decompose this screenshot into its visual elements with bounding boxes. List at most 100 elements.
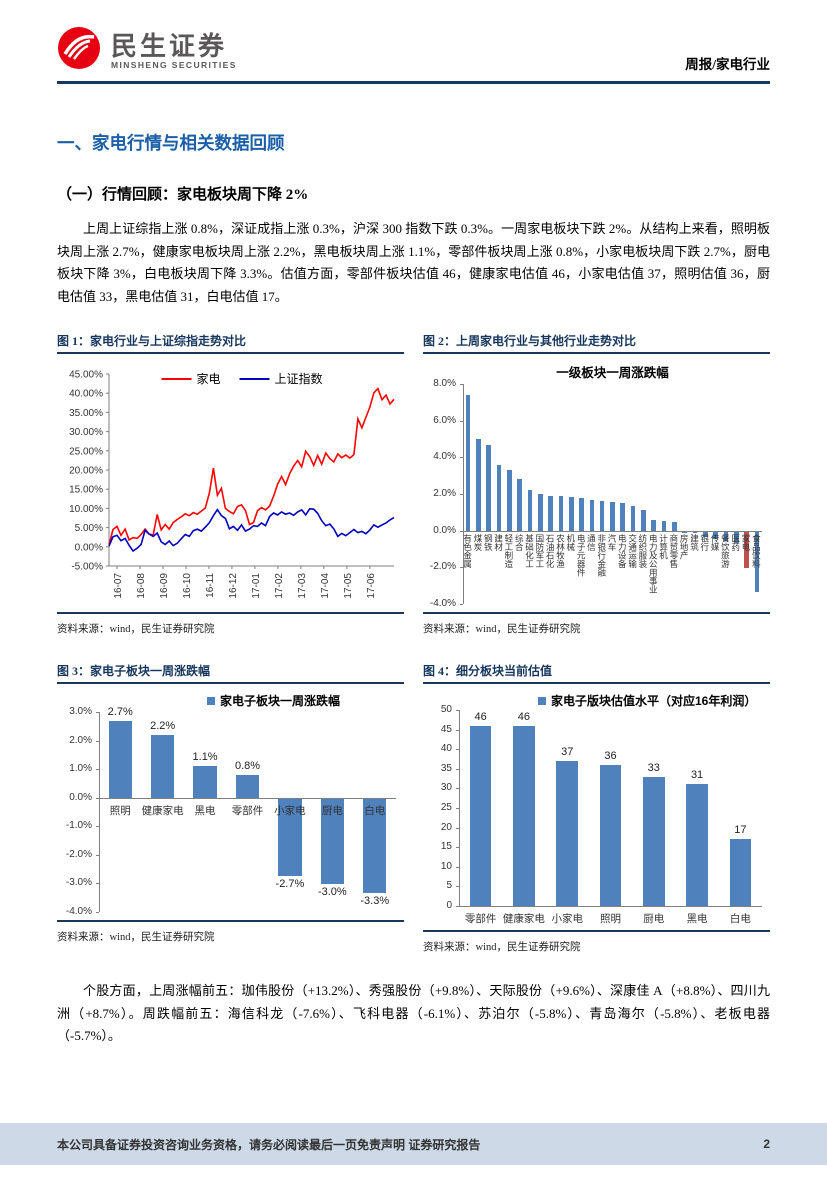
svg-text:35.00%: 35.00% (69, 408, 103, 419)
bar-农林牧渔 (558, 495, 564, 531)
y-tick-label: 2.0% (433, 488, 456, 499)
category-label: 白电 (364, 804, 386, 817)
y-tick-mark (456, 808, 459, 809)
category-label: 食品饮料 (751, 533, 762, 568)
header-divider (57, 81, 770, 84)
y-tick-label: 10 (440, 860, 452, 872)
category-label: 石油石化 (545, 533, 556, 568)
y-tick-mark (460, 420, 463, 422)
category-label: 银行 (699, 533, 710, 551)
svg-text:17-02: 17-02 (274, 573, 285, 599)
bar-综合 (517, 479, 522, 531)
category-label: 餐饮旅游 (720, 533, 731, 568)
y-tick-mark (456, 847, 459, 849)
figure-1-source: 资料来源：wind，民生证券研究院 (57, 624, 215, 635)
svg-text:16-07: 16-07 (113, 573, 124, 599)
bar-银行 (702, 531, 708, 538)
data-label: -3.0% (317, 886, 347, 899)
figure-3: 图 3：家电子板块一周涨跌幅 -4.0% -3.0% -2.0% -1.0% 0.0% 1… (57, 662, 404, 954)
category-label: 通信 (586, 533, 597, 551)
y-tick-label: -2.0% (429, 561, 456, 573)
x-axis (459, 906, 762, 907)
category-label: 农林牧渔 (555, 533, 566, 568)
y-tick-label: 30 (440, 782, 452, 794)
bar-纺织服装 (641, 509, 646, 531)
bar-chart-subsector-valuation: 0 5 10 15 20 25 30 35 40 45 50 46 零部件 46 健康家电 37 小家电 36 照明… (423, 690, 770, 930)
y-tick-mark (96, 740, 99, 742)
category-label: 零部件 (464, 913, 497, 925)
figure-grid: 图 1：家电行业与上证综指走势对比 -5.00% 0.00% 5.00% 10.00%… (57, 332, 770, 954)
bar-食品饮料 (754, 531, 760, 593)
chart-title: 一级板块一周涨跌幅 (556, 366, 669, 380)
category-label: 厨电 (321, 804, 343, 817)
category-label: 基础化工 (524, 533, 535, 568)
line-chart-appliance-vs-index: -5.00% 0.00% 5.00% 10.00% 15.00% 20.00% 25.00%… (57, 360, 404, 612)
svg-text:45.00%: 45.00% (69, 370, 103, 381)
figure-1-caption: 图 1：家电行业与上证综指走势对比 (57, 332, 404, 354)
category-label: 家电 (741, 533, 752, 551)
figure-2-caption: 图 2：上周家电行业与其他行业走势对比 (423, 332, 770, 354)
category-label: 照明 (599, 913, 621, 925)
bar-商贸零售 (672, 522, 677, 531)
y-axis (459, 710, 460, 906)
svg-text:家电: 家电 (197, 371, 221, 386)
svg-text:上证指数: 上证指数 (275, 371, 323, 386)
y-tick-mark (460, 567, 463, 569)
category-label: 电力设备 (617, 533, 628, 568)
y-tick-label: 35 (440, 762, 452, 774)
y-tick-label: -1.0% (65, 820, 92, 832)
figure-3-body: -4.0% -3.0% -2.0% -1.0% 0.0% 1.0% 2.0% 3.0% 2.7%… (57, 684, 404, 922)
svg-text:0.00%: 0.00% (75, 542, 103, 553)
y-tick-mark (456, 866, 459, 868)
svg-text:16-11: 16-11 (205, 573, 216, 598)
category-label: 有色金属 (462, 533, 473, 568)
data-label: -2.7% (275, 877, 305, 890)
figure-2-source: 资料来源：wind，民生证券研究院 (423, 624, 581, 635)
chart-legend: 家电子版块估值水平（对应16年利润） (538, 692, 756, 709)
svg-text:16-10: 16-10 (182, 573, 193, 599)
category-label: 商贸零售 (668, 533, 679, 568)
brand-name-cn: 民生证券 (111, 30, 228, 61)
bar-零部件 (235, 774, 260, 798)
footer-disclaimer: 本公司具备证券投资咨询业务资格，请务必阅读最后一页免责声明 证券研究报告 (57, 1137, 481, 1152)
y-tick-label: 45 (440, 723, 452, 735)
svg-text:25.00%: 25.00% (69, 446, 103, 457)
category-label: 机械 (565, 533, 576, 551)
y-tick-label: 6.0% (433, 414, 456, 426)
y-axis (99, 712, 100, 912)
bar-建筑 (692, 531, 698, 534)
y-tick-mark (96, 883, 99, 885)
y-tick-mark (460, 604, 463, 605)
figure-4-source: 资料来源：wind，民生证券研究院 (423, 942, 581, 953)
y-tick-mark (96, 912, 99, 913)
category-label: 黑电 (686, 913, 708, 925)
y-tick-mark (96, 854, 99, 856)
category-label: 综合 (514, 533, 525, 551)
y-tick-label: 1.0% (69, 763, 92, 775)
y-tick-label: 0.0% (69, 791, 92, 803)
figure-2: 图 2：上周家电行业与其他行业走势对比 -4.0% -2.0% 0.0% 2.0% 4.… (423, 332, 770, 636)
svg-text:-5.00%: -5.00% (71, 562, 103, 573)
brand-block: 民生证券 MINSHENG SECURITIES (57, 26, 237, 75)
legend-swatch (207, 697, 215, 705)
bar-健康家电 (513, 725, 535, 906)
category-label: 轻工制造 (503, 533, 514, 568)
bar-电力设备 (620, 503, 626, 531)
bar-国防军工 (538, 494, 543, 531)
category-label: 传媒 (710, 533, 721, 551)
data-label: -3.3% (360, 895, 390, 907)
bar-轻工制造 (507, 470, 512, 531)
bar-通信 (589, 500, 595, 531)
category-label: 交通运输 (627, 533, 638, 568)
category-label: 厨电 (643, 913, 665, 925)
svg-text:17-01: 17-01 (251, 573, 262, 599)
category-label: 小家电 (551, 913, 583, 925)
bar-chart-sector-weekly-change: -4.0% -2.0% 0.0% 2.0% 4.0% 6.0% 8.0% 有色金属 煤炭 钢铁 建材… (423, 360, 770, 612)
bar-非银行金融 (599, 501, 605, 531)
data-label: 36 (604, 749, 617, 762)
y-tick-label: 0.0% (433, 524, 456, 536)
svg-text:15.00%: 15.00% (69, 485, 103, 496)
category-label: 零部件 (231, 804, 264, 817)
y-tick-label: 3.0% (69, 706, 92, 717)
y-axis (463, 384, 464, 604)
